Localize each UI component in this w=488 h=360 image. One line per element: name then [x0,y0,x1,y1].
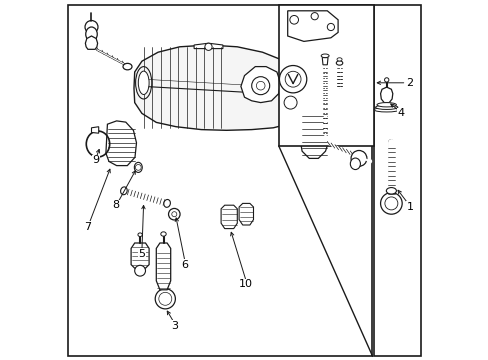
Polygon shape [85,36,98,49]
Polygon shape [91,127,99,133]
Text: 7: 7 [83,222,91,232]
Ellipse shape [135,67,151,99]
Ellipse shape [336,58,342,61]
Circle shape [350,150,366,166]
Ellipse shape [134,162,142,172]
Circle shape [159,292,171,305]
Text: 3: 3 [170,321,178,331]
Ellipse shape [373,108,399,112]
Polygon shape [239,203,253,225]
Ellipse shape [85,27,97,41]
Polygon shape [134,45,302,130]
Circle shape [85,21,98,33]
Text: 2: 2 [406,78,413,88]
Polygon shape [106,121,136,166]
Circle shape [384,78,388,82]
Polygon shape [156,243,170,290]
Text: 9: 9 [92,155,100,165]
Text: 10: 10 [239,279,253,289]
Ellipse shape [138,233,142,237]
Polygon shape [241,67,280,103]
Bar [278,5,373,146]
Text: 4: 4 [397,108,404,118]
Circle shape [380,193,401,214]
Circle shape [284,96,296,109]
Polygon shape [300,106,328,158]
Ellipse shape [161,232,166,236]
Ellipse shape [163,199,170,207]
Circle shape [135,165,141,170]
Bar [68,5,371,356]
Circle shape [251,77,269,95]
Circle shape [310,13,318,20]
Circle shape [256,81,264,90]
Ellipse shape [138,71,149,94]
Circle shape [155,289,175,309]
Circle shape [204,43,212,50]
Circle shape [289,15,298,24]
Ellipse shape [336,61,342,65]
Polygon shape [221,205,237,229]
Circle shape [285,71,301,87]
Text: 5: 5 [138,249,145,259]
Text: 1: 1 [406,202,413,212]
Polygon shape [322,58,327,65]
Ellipse shape [349,158,360,170]
Circle shape [134,265,145,276]
Circle shape [279,66,306,93]
Ellipse shape [121,187,127,195]
Ellipse shape [123,63,132,70]
Text: 8: 8 [112,200,119,210]
Bar [373,5,420,356]
Circle shape [384,197,397,210]
Circle shape [326,23,334,31]
Circle shape [171,212,177,217]
Polygon shape [194,43,223,49]
Polygon shape [131,243,149,268]
Polygon shape [380,87,392,103]
Ellipse shape [321,54,328,58]
Ellipse shape [375,105,397,109]
Circle shape [168,208,180,220]
Text: 6: 6 [181,260,188,270]
Ellipse shape [386,188,396,194]
Polygon shape [279,92,300,113]
Polygon shape [287,11,337,41]
Ellipse shape [376,103,396,107]
